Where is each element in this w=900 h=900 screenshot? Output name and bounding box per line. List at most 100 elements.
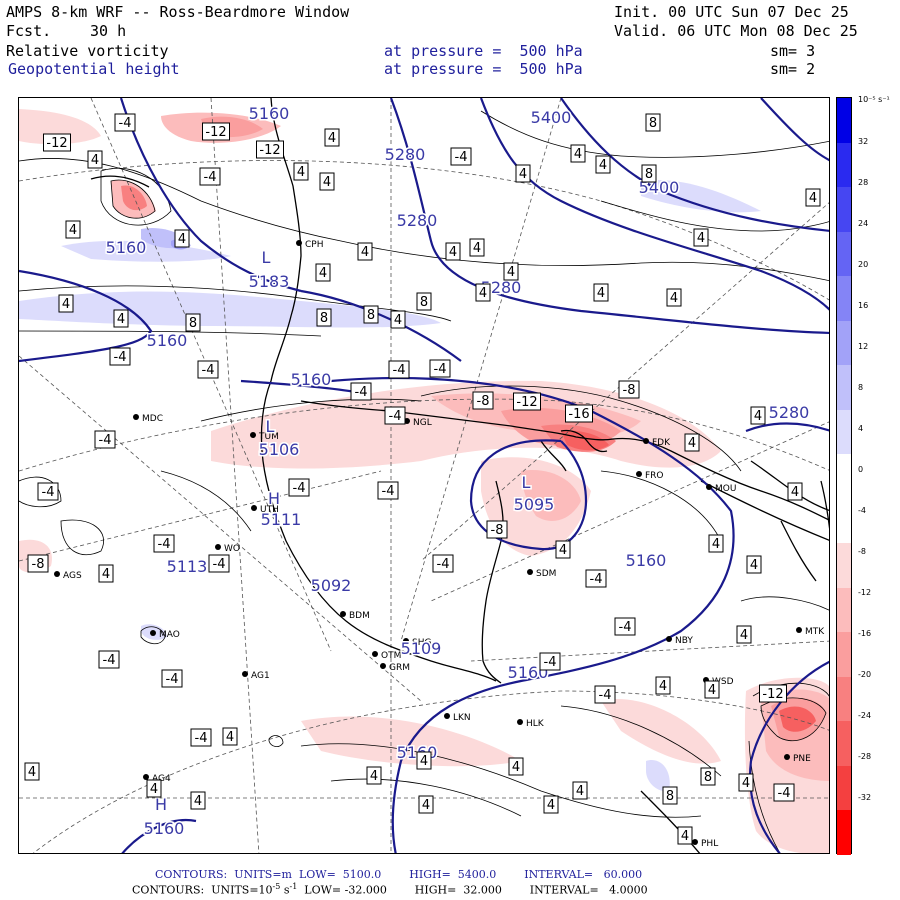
forecast-hour: 30 h bbox=[90, 22, 127, 40]
colorbar-tick-label: 16 bbox=[858, 301, 869, 311]
vorticity-label-box bbox=[759, 684, 787, 703]
vorticity-label-box bbox=[366, 766, 382, 785]
vorticity-label-text: 8 bbox=[320, 311, 328, 326]
extremum-label: L bbox=[262, 248, 271, 267]
vorticity-label-text: 4 bbox=[102, 567, 110, 582]
station-label: PNE bbox=[793, 754, 811, 764]
vorticity-label: 4 bbox=[87, 150, 103, 169]
vorticity-label: -4 bbox=[98, 650, 120, 669]
vorticity-label: -4 bbox=[388, 360, 410, 379]
height-contour-info: CONTOURS: UNITS=m LOW= 5100.0 HIGH= 5400… bbox=[155, 868, 643, 881]
vorticity-label-text: -4 bbox=[544, 655, 557, 670]
vorticity-label: -4 bbox=[208, 554, 230, 573]
colorbar-segment bbox=[837, 498, 851, 544]
height-label: 5160 bbox=[508, 663, 549, 682]
vorticity-label-box bbox=[288, 478, 310, 497]
vorticity-label: -12 bbox=[256, 140, 284, 159]
vorticity-label: -4 bbox=[594, 685, 616, 704]
station-dot bbox=[242, 671, 248, 677]
map-canvas: CPH MDC TUM NGL FDK FRO MOU UTH WO AGS SDM BDM MAO OT… bbox=[19, 98, 829, 853]
vorticity-label-text: 8 bbox=[189, 316, 197, 331]
station-dot bbox=[143, 774, 149, 780]
vorticity-label-text: 4 bbox=[473, 241, 481, 256]
colorbar-tick-label: -4 bbox=[858, 506, 866, 516]
station-label: HLK bbox=[526, 719, 545, 729]
vorticity-label-text: 4 bbox=[512, 760, 520, 775]
vorticity-label-box bbox=[486, 520, 508, 539]
vorticity-label: -4 bbox=[161, 669, 183, 688]
station-dot bbox=[380, 663, 386, 669]
vorticity-label-box bbox=[357, 242, 373, 261]
vorticity-label: 8 bbox=[700, 767, 716, 786]
vorticity-label-text: 4 bbox=[91, 153, 99, 168]
vorticity-label-text: 4 bbox=[742, 776, 750, 791]
vorticity-label-text: 4 bbox=[750, 558, 758, 573]
vorticity-label-text: -4 bbox=[158, 537, 171, 552]
colorbar-segment bbox=[837, 810, 851, 856]
extrema-labels: L L H L H bbox=[153, 247, 532, 816]
colorbar-segment bbox=[837, 142, 851, 188]
vorticity-label-box bbox=[805, 188, 821, 207]
station-label: AGS bbox=[63, 571, 82, 581]
vorticity-label: -4 bbox=[94, 430, 116, 449]
vorticity-label: 4 bbox=[319, 172, 335, 191]
vorticity-label-box bbox=[256, 140, 284, 159]
station-dot bbox=[403, 638, 409, 644]
station-label: PHL bbox=[701, 839, 718, 849]
colorbar-tick-label: -28 bbox=[858, 752, 872, 762]
vorticity-label: -4 bbox=[199, 167, 221, 186]
vorticity-label-text: -4 bbox=[599, 688, 612, 703]
height-label: 5113 bbox=[167, 557, 208, 576]
station-wo: WO bbox=[215, 544, 240, 554]
vorticity-label-box bbox=[515, 164, 531, 183]
colorbar-segment bbox=[837, 409, 851, 455]
station-dot bbox=[706, 484, 712, 490]
vorticity-label-box bbox=[199, 167, 221, 186]
vorticity-label-text: -4 bbox=[204, 170, 217, 185]
vorticity-label: -4 bbox=[539, 652, 561, 671]
station-ags: AGS bbox=[54, 571, 82, 581]
height-label: 5109 bbox=[401, 639, 442, 658]
colorbar-tick-label: -8 bbox=[858, 547, 866, 557]
station-dot bbox=[251, 505, 257, 511]
vorticity-label-box bbox=[324, 128, 340, 147]
vorticity-label: 4 bbox=[24, 762, 40, 781]
colorbar-tick-label: 32 bbox=[858, 137, 869, 146]
vorticity-label-box bbox=[377, 481, 399, 500]
vorticity-label-text: 4 bbox=[422, 798, 430, 813]
valid-time: Valid. 06 UTC Mon 08 Dec 25 bbox=[614, 22, 858, 40]
vorticity-label-box bbox=[572, 781, 588, 800]
vorticity-label-box bbox=[146, 779, 162, 798]
vorticity-label-box bbox=[645, 113, 661, 132]
vorticity-label-text: 8 bbox=[367, 308, 375, 323]
vorticity-label: 4 bbox=[190, 791, 206, 810]
station-dot bbox=[784, 754, 790, 760]
colorbar-segment bbox=[837, 454, 851, 500]
vorticity-label: 4 bbox=[708, 534, 724, 553]
vorticity-label: 4 bbox=[113, 309, 129, 328]
vorticity-label-text: -4 bbox=[355, 385, 368, 400]
vorticity-label-box bbox=[655, 676, 671, 695]
vorticity-label: -8 bbox=[27, 554, 49, 573]
vorticity-contour-info: CONTOURS: UNITS=10-5 s-1 LOW= -32.000 HI… bbox=[132, 882, 648, 897]
vorticity-label: 4 bbox=[390, 310, 406, 329]
vorticity-label: 4 bbox=[805, 188, 821, 207]
vorticity-label-text: -4 bbox=[590, 572, 603, 587]
vorticity-label: 8 bbox=[316, 308, 332, 327]
vorticity-label-box bbox=[472, 391, 494, 410]
vorticity-label-text: 4 bbox=[297, 165, 305, 180]
station-phl: PHL bbox=[692, 839, 718, 849]
vorticity-label-box bbox=[750, 406, 766, 425]
vorticity-label-box bbox=[565, 404, 593, 423]
vorticity-label-box bbox=[618, 380, 640, 399]
vorticity-label: -4 bbox=[450, 147, 472, 166]
colorbar-segment bbox=[837, 231, 851, 277]
vorticity-label-box bbox=[666, 288, 682, 307]
field2-smoothing: sm= 2 bbox=[770, 60, 816, 78]
station-label: FDK bbox=[652, 438, 671, 448]
vorticity-label-text: 4 bbox=[69, 223, 77, 238]
vorticity-label-box bbox=[708, 534, 724, 553]
geopotential-height-contours bbox=[19, 98, 829, 853]
station-dot bbox=[692, 839, 698, 845]
